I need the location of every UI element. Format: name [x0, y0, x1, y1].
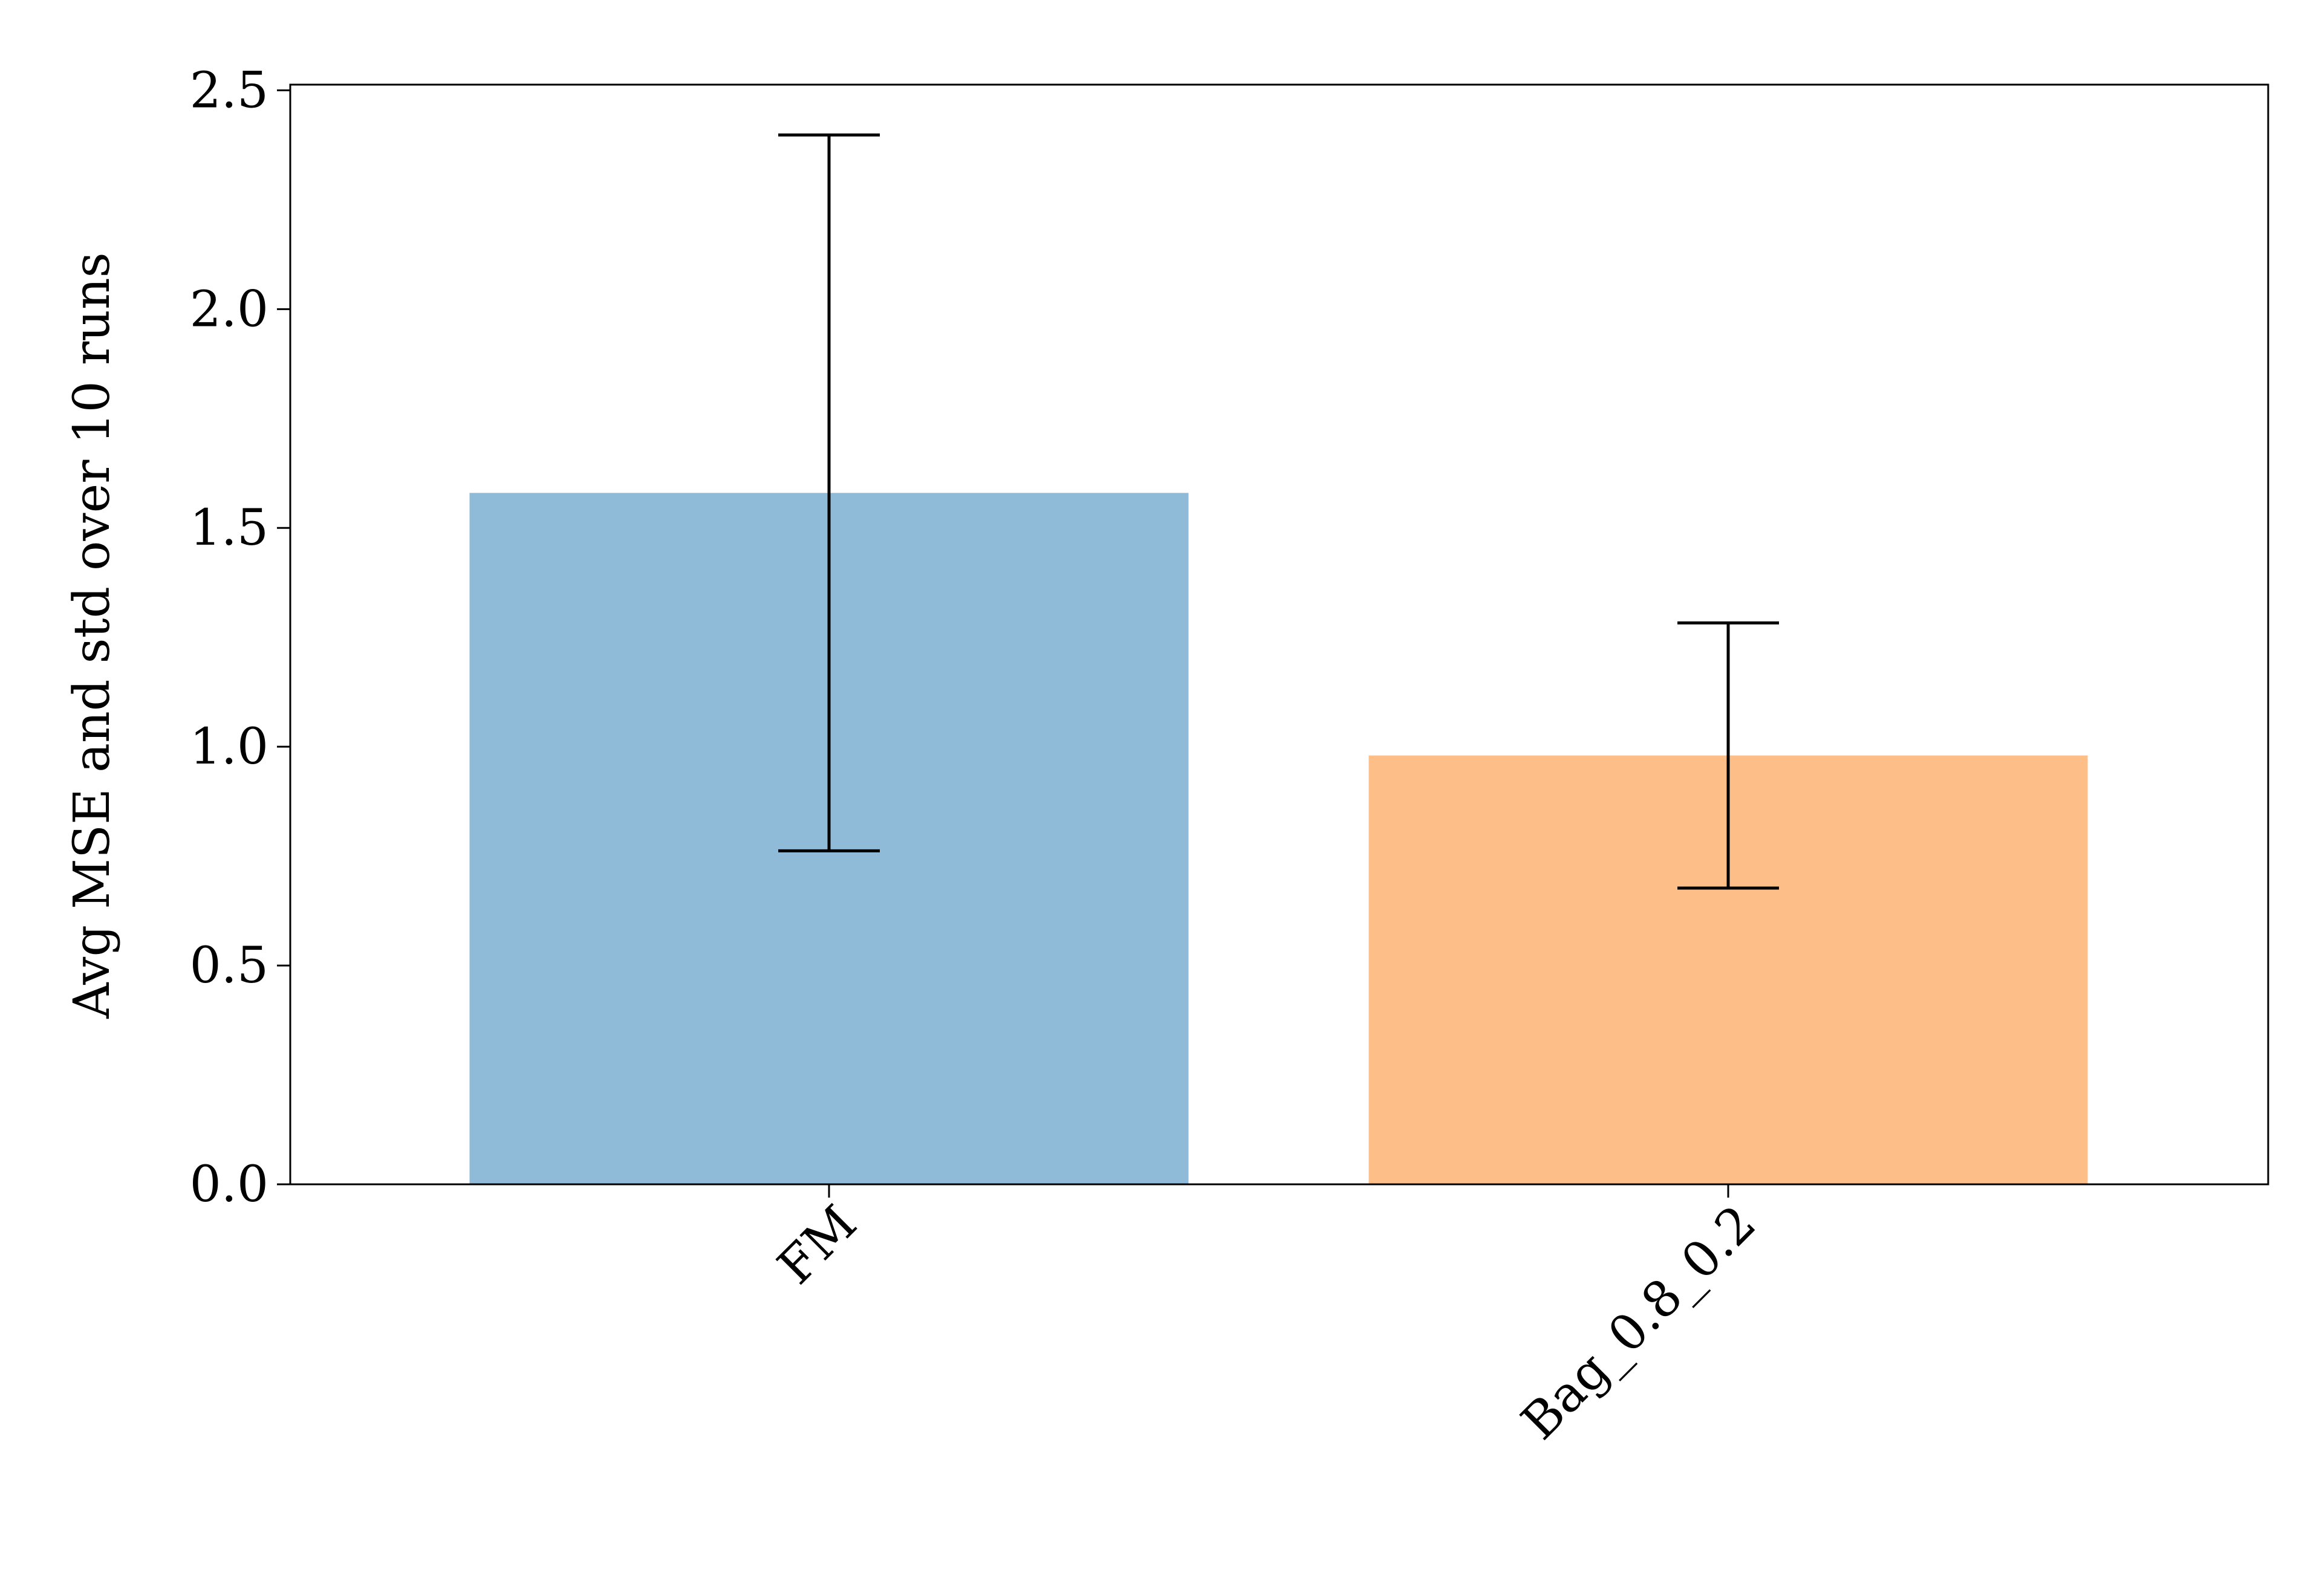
y-tick-label: 1.5 [190, 499, 268, 557]
y-axis-label: Avg MSE and std over 10 runs [63, 252, 121, 1019]
y-tick-label: 0.5 [190, 937, 268, 994]
error-bar [1677, 621, 1779, 890]
y-tick-label: 2.0 [190, 281, 268, 338]
plot-frame [289, 83, 2269, 1186]
y-tick-label: 0.0 [190, 1156, 268, 1213]
y-tick-label: 2.5 [190, 62, 268, 119]
y-tick-label: 1.0 [190, 718, 268, 776]
error-bar [778, 133, 880, 852]
